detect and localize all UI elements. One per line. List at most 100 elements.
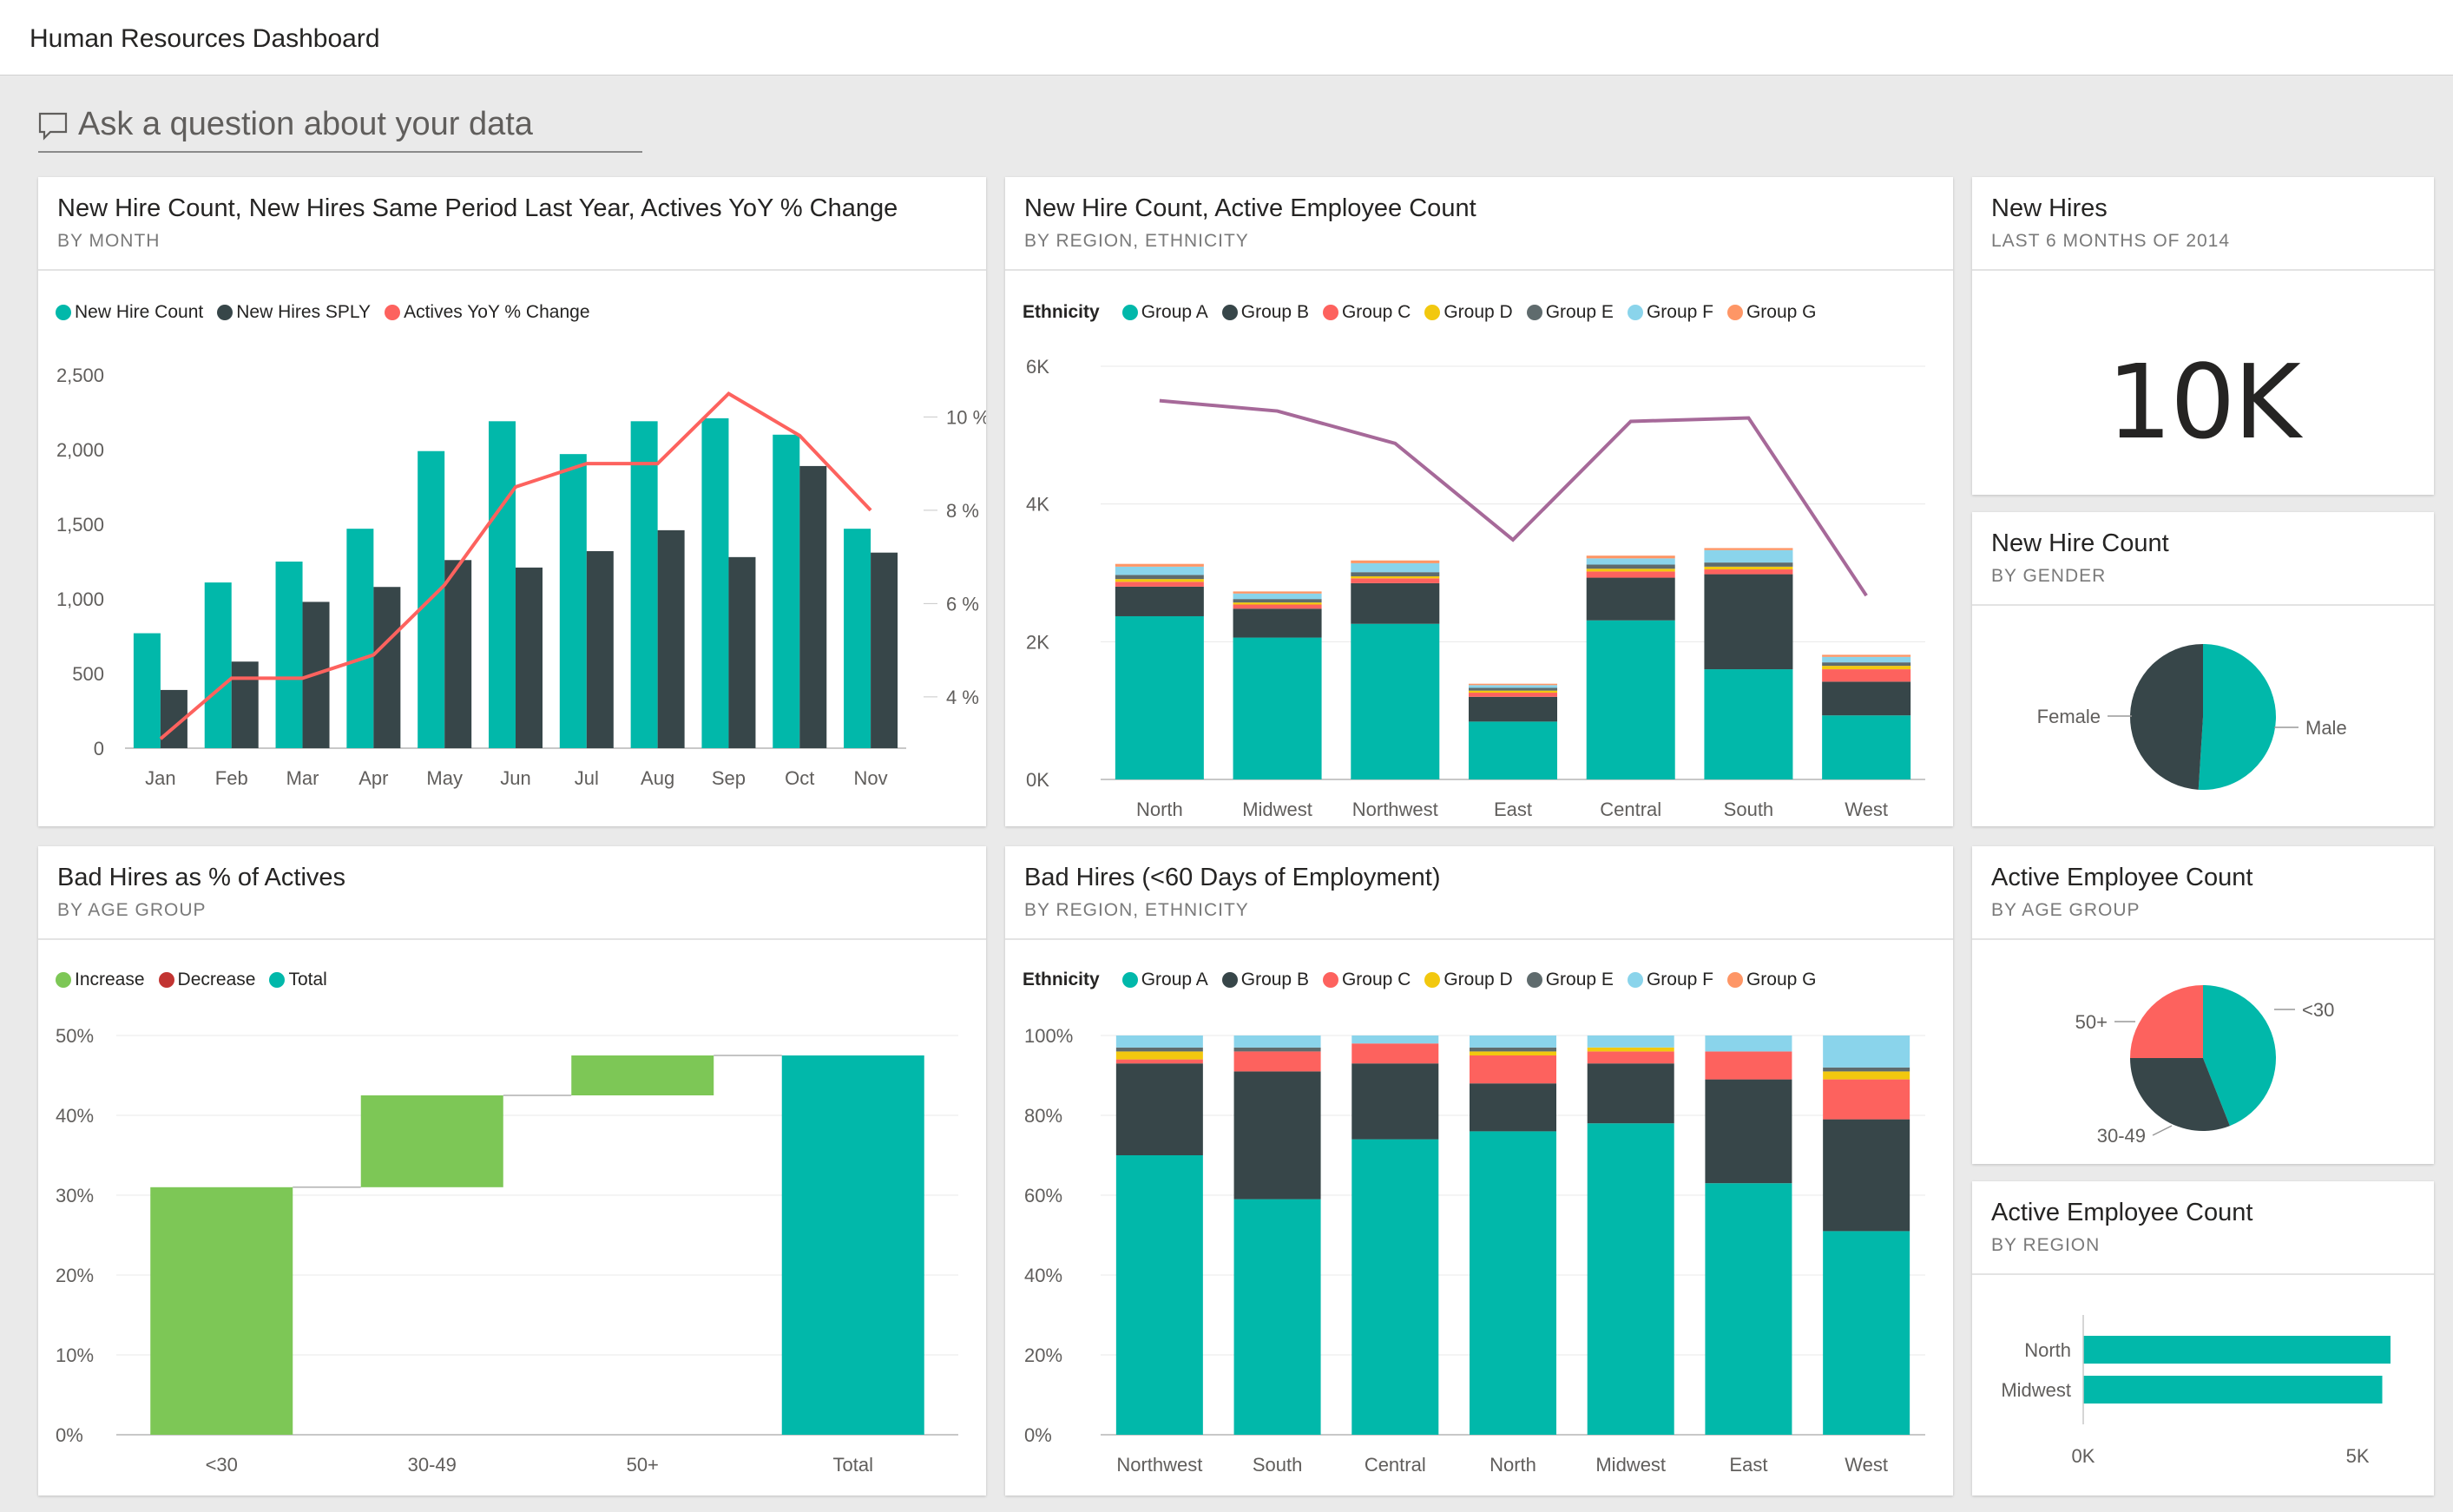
bar-segment <box>1470 1035 1556 1048</box>
legend-item[interactable]: Group F <box>1627 970 1713 990</box>
legend-label: Decrease <box>177 970 256 989</box>
bar-segment <box>1704 669 1793 779</box>
bar <box>844 529 871 748</box>
legend-item[interactable]: Total <box>269 970 327 990</box>
x-tick-label: Jan <box>145 767 175 789</box>
y-tick-label: 80% <box>1024 1105 1062 1127</box>
legend-label: Actives YoY % Change <box>404 302 590 322</box>
bar-segment <box>1351 562 1440 573</box>
bar-segment <box>1233 1047 1321 1052</box>
bar-segment <box>1469 693 1557 697</box>
legend-item[interactable]: New Hire Count <box>56 302 203 323</box>
bar-segment <box>1586 558 1675 565</box>
x-tick-label: Sep <box>712 767 746 789</box>
legend-item[interactable]: Group E <box>1526 302 1614 323</box>
legend-item[interactable]: Group C <box>1322 970 1411 990</box>
bar-segment <box>1115 582 1204 587</box>
chart-legend: Increase Decrease Total <box>56 970 341 990</box>
bar-segment <box>1704 574 1793 670</box>
legend-label: Group A <box>1141 970 1208 989</box>
legend-dot-icon <box>1424 972 1441 988</box>
x-tick-label: East <box>1729 1454 1767 1476</box>
bar-segment <box>1587 1047 1674 1052</box>
legend-item[interactable]: Group A <box>1121 970 1208 990</box>
x-tick-label: South <box>1724 799 1774 820</box>
legend-item[interactable]: Group D <box>1424 970 1513 990</box>
slice-label: Female <box>2037 706 2101 727</box>
x-tick-label: 5K <box>2346 1445 2370 1467</box>
tile-header: New Hire Count, Active Employee Count BY… <box>1005 177 1953 271</box>
legend-item[interactable]: Group C <box>1322 302 1411 323</box>
legend-item[interactable]: Actives YoY % Change <box>385 302 590 323</box>
bar-segment <box>1823 1067 1910 1072</box>
y-tick-label: 0 <box>94 738 104 759</box>
combo-chart: 0 500 1,000 1,500 2,000 2,500 4 % 6 % 8 % 10 % Jan… <box>56 365 986 789</box>
tile-hires-active-by-region[interactable]: New Hire Count, Active Employee Count BY… <box>1005 177 1953 826</box>
bar <box>133 633 161 748</box>
tile-bad-hires-by-age[interactable]: Bad Hires as % of Actives BY AGE GROUP I… <box>38 846 986 1496</box>
x-tick-label: Apr <box>358 767 388 789</box>
x-tick-label: May <box>426 767 463 789</box>
legend-item[interactable]: Decrease <box>158 970 256 990</box>
tile-active-by-age[interactable]: Active Employee Count BY AGE GROUP <30 30… <box>1972 846 2434 1164</box>
legend-item[interactable]: Increase <box>56 970 145 990</box>
tile-hires-by-gender[interactable]: New Hire Count BY GENDER Male Female <box>1972 512 2434 826</box>
qa-search-input[interactable]: Ask a question about your data <box>38 102 642 153</box>
legend-item[interactable]: Group F <box>1627 302 1713 323</box>
bar-segment <box>1705 1183 1792 1435</box>
waterfall-bar <box>150 1187 293 1435</box>
bar-segment <box>1586 620 1675 779</box>
legend-dot-icon <box>1322 305 1338 320</box>
x-tick-label: South <box>1253 1454 1303 1476</box>
legend-dot-icon <box>1627 972 1643 988</box>
legend-item[interactable]: Group D <box>1424 302 1513 323</box>
x-tick-label: North <box>1490 1454 1536 1476</box>
legend-item[interactable]: Group B <box>1221 302 1309 323</box>
tile-new-hires-kpi[interactable]: New Hires LAST 6 MONTHS OF 2014 10K <box>1972 177 2434 495</box>
tile-subtitle: BY REGION, ETHNICITY <box>1024 900 1249 920</box>
legend-item[interactable]: Group G <box>1726 970 1817 990</box>
bar <box>489 421 516 748</box>
bar-segment <box>1115 563 1204 567</box>
bar-segment <box>1587 1051 1674 1064</box>
legend-dot-icon <box>1121 305 1138 320</box>
y-tick-label: 2,000 <box>56 439 104 461</box>
legend-label: Group F <box>1646 970 1713 989</box>
bar-segment <box>1822 662 1911 667</box>
legend-item[interactable]: Group E <box>1526 970 1614 990</box>
tile-header: Active Employee Count BY REGION <box>1972 1181 2434 1275</box>
bar-segment <box>1823 1231 1910 1435</box>
bar-segment <box>1469 687 1557 691</box>
pie-slice <box>2198 644 2276 790</box>
bar-segment <box>1705 1051 1792 1080</box>
bar <box>444 560 472 748</box>
tile-hires-by-month[interactable]: New Hire Count, New Hires Same Period La… <box>38 177 986 826</box>
x-tick-label: Midwest <box>1595 1454 1666 1476</box>
bar-segment <box>1233 599 1322 603</box>
bar-segment <box>1351 578 1440 583</box>
bar-segment <box>1115 615 1204 779</box>
bar-segment <box>1470 1131 1556 1435</box>
bar-segment <box>1469 683 1557 686</box>
tile-bad-hires-by-region[interactable]: Bad Hires (<60 Days of Employment) BY RE… <box>1005 846 1953 1496</box>
x-tick-label: Central <box>1365 1454 1426 1476</box>
legend-title: Ethnicity <box>1023 302 1100 322</box>
horizontal-bar-chart: North Midwest 0K 5K <box>2001 1315 2391 1467</box>
x-tick-label: 0K <box>2072 1445 2095 1467</box>
kpi-value: 10K <box>2107 342 2301 462</box>
legend-item[interactable]: New Hires SPLY <box>217 302 371 323</box>
bar <box>630 421 658 748</box>
legend-item[interactable]: Group G <box>1726 302 1817 323</box>
bar <box>2083 1336 2391 1364</box>
legend-dot-icon <box>269 972 286 988</box>
x-tick-label: Northwest <box>1352 799 1438 820</box>
tile-active-by-region[interactable]: Active Employee Count BY REGION North Mid… <box>1972 1181 2434 1496</box>
chart-legend: Ethnicity Group A Group B Group C Group D Gro… <box>1023 970 1831 990</box>
legend-item[interactable]: Group B <box>1221 970 1309 990</box>
bar-segment <box>1704 548 1793 550</box>
x-tick-label: Total <box>833 1454 873 1476</box>
bar-segment <box>1822 715 1911 779</box>
bar <box>275 562 303 748</box>
legend-item[interactable]: Group A <box>1121 302 1208 323</box>
x-tick-label: Nov <box>854 767 888 789</box>
